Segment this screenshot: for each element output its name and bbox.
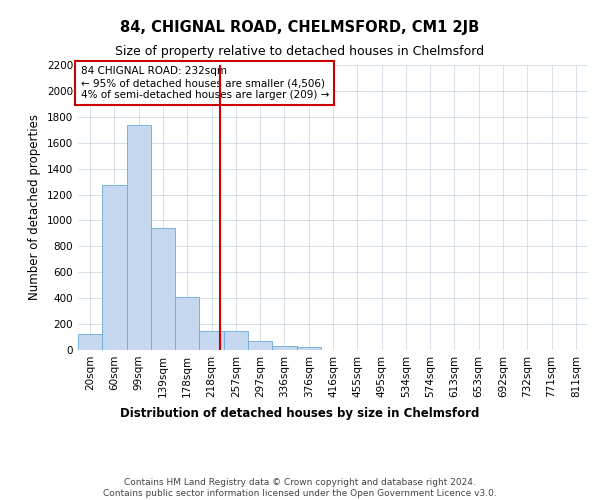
Bar <box>272 346 296 350</box>
Text: 84 CHIGNAL ROAD: 232sqm
← 95% of detached houses are smaller (4,506)
4% of semi-: 84 CHIGNAL ROAD: 232sqm ← 95% of detache… <box>80 66 329 100</box>
Bar <box>296 348 321 350</box>
Bar <box>78 334 102 350</box>
Bar <box>127 124 151 350</box>
Bar <box>199 330 224 350</box>
Text: Size of property relative to detached houses in Chelmsford: Size of property relative to detached ho… <box>115 45 485 58</box>
Bar <box>248 340 272 350</box>
Bar <box>151 228 175 350</box>
Text: Contains HM Land Registry data © Crown copyright and database right 2024.
Contai: Contains HM Land Registry data © Crown c… <box>103 478 497 498</box>
Bar <box>175 297 199 350</box>
Y-axis label: Number of detached properties: Number of detached properties <box>28 114 41 300</box>
Text: 84, CHIGNAL ROAD, CHELMSFORD, CM1 2JB: 84, CHIGNAL ROAD, CHELMSFORD, CM1 2JB <box>121 20 479 35</box>
Text: Distribution of detached houses by size in Chelmsford: Distribution of detached houses by size … <box>121 408 479 420</box>
Bar <box>224 331 248 350</box>
Bar <box>102 186 127 350</box>
